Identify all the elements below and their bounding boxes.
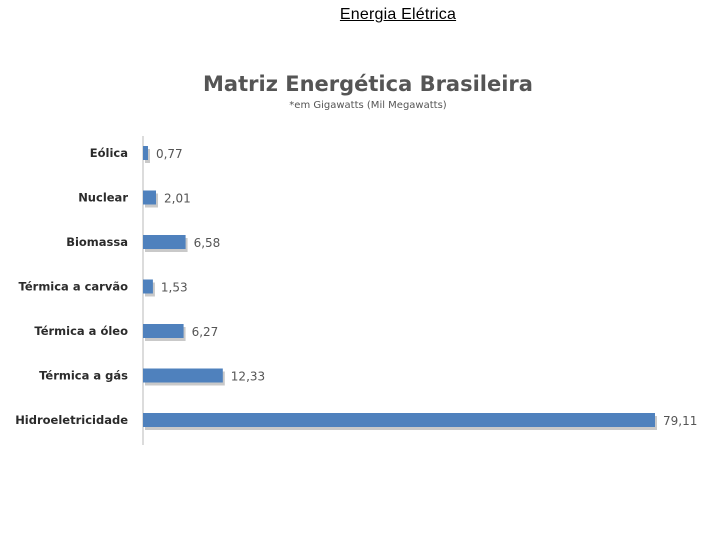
- bar: [143, 235, 186, 249]
- bar: [143, 368, 223, 383]
- bars-layer: Eólica 0,77 Nuclear 2,01 Biomassa 6,58 Térmica…: [15, 146, 697, 430]
- chart-subtitle: *em Gigawatts (Mil Megawatts): [289, 100, 446, 111]
- value-label: 6,58: [194, 236, 221, 250]
- bar: [143, 190, 157, 205]
- category-label: Térmica a gás: [39, 369, 128, 383]
- value-label: 12,33: [231, 370, 265, 384]
- value-label: 1,53: [161, 281, 188, 295]
- chart-title: Matriz Energética Brasileira: [203, 72, 533, 96]
- value-label: 6,27: [192, 325, 219, 339]
- value-label: 2,01: [164, 192, 191, 206]
- value-label: 79,11: [663, 414, 697, 428]
- bar: [143, 324, 184, 338]
- bar: [143, 413, 655, 427]
- category-label: Eólica: [90, 146, 128, 160]
- bar: [143, 146, 148, 160]
- slide-title: Energia Elétrica: [339, 6, 457, 23]
- bar: [143, 279, 153, 294]
- category-label: Térmica a óleo: [34, 324, 128, 338]
- category-label: Hidroeletricidade: [15, 413, 128, 427]
- value-label: 0,77: [156, 147, 183, 161]
- category-label: Térmica a carvão: [19, 280, 129, 294]
- category-label: Nuclear: [78, 191, 128, 205]
- category-label: Biomassa: [66, 235, 128, 249]
